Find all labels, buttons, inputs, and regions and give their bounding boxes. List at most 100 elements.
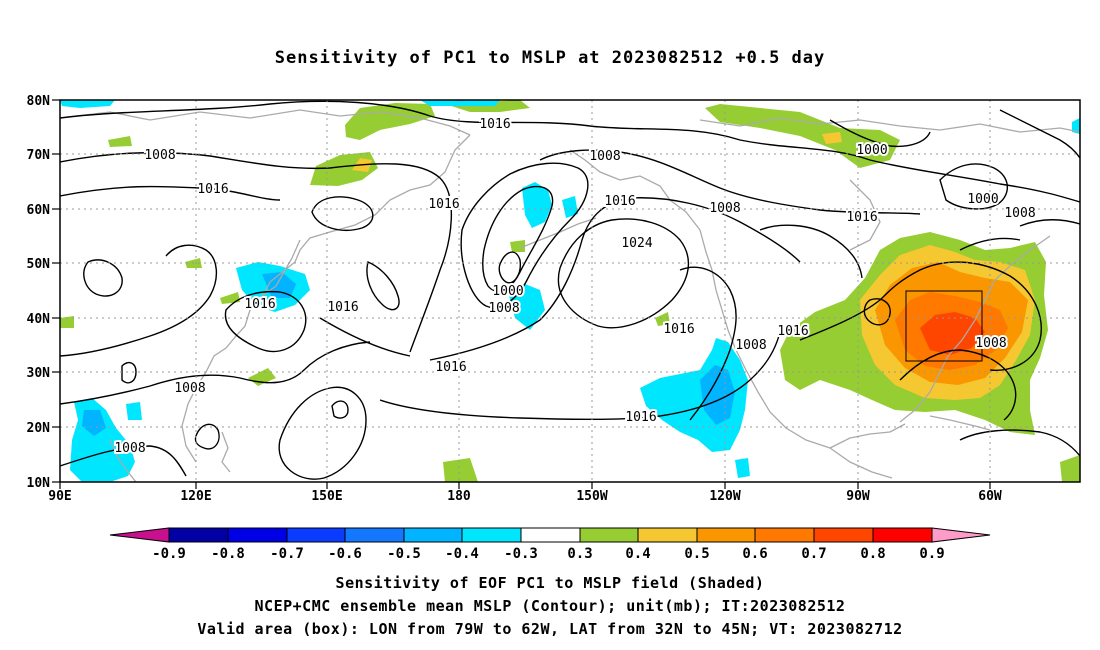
lat-label: 30N (27, 366, 51, 381)
mslp-contour (498, 251, 521, 284)
mslp-contour (60, 341, 371, 405)
shade-positive-patch (108, 136, 132, 147)
mslp-contour (759, 224, 863, 279)
lat-label: 20N (27, 421, 51, 436)
contour-label: 1008 (709, 201, 740, 216)
colorbar-label: 0.7 (801, 546, 826, 562)
lon-label: 120W (709, 489, 740, 504)
shade-negative-patch (420, 100, 500, 106)
coastlines (60, 109, 1080, 482)
mslp-contour (60, 151, 453, 353)
contour-label: 1016 (846, 210, 877, 225)
shade-positive-patch (443, 458, 478, 482)
contour-label: 1008 (975, 336, 1006, 351)
shade-positive-patch (705, 104, 900, 168)
mslp-contour (829, 119, 931, 148)
lon-label: 60W (978, 489, 1002, 504)
mslp-contour (311, 196, 374, 231)
shade-negative-patch (640, 338, 748, 452)
coastline-na-east (899, 235, 1051, 423)
coastline-gulf (829, 423, 906, 449)
coastline-japan (261, 239, 301, 297)
lat-label: 10N (27, 476, 51, 491)
colorbar-swatch (520, 527, 581, 543)
colorbar-swatch (813, 527, 874, 543)
contour-label: 1016 (625, 410, 656, 425)
shade-negative-mid (82, 410, 106, 436)
mslp-contour (60, 185, 281, 201)
shade-negative-patch (735, 458, 750, 478)
coastline-na-west (727, 329, 831, 449)
contour-label: 1008 (114, 441, 145, 456)
coastline-asia-east (181, 134, 471, 463)
colorbar-label: 0.9 (919, 546, 944, 562)
colorbar-label: -0.4 (445, 546, 479, 562)
mslp-contour (366, 261, 400, 311)
mslp-contour (60, 100, 1080, 203)
lon-label: 180 (447, 489, 471, 504)
coastline-aleutians (519, 217, 597, 249)
contour-label: 1008 (488, 301, 519, 316)
colorbar-label: 0.4 (625, 546, 650, 562)
shade-negative-patch (1072, 118, 1080, 134)
mslp-contour (194, 423, 220, 450)
mslp-contour (959, 429, 1080, 457)
shade-positive-patch (220, 292, 240, 304)
contour-label: 1008 (735, 338, 766, 353)
contour-label: 1008 (174, 381, 205, 396)
mslp-contour (1019, 219, 1080, 227)
shade-positive-patch (345, 103, 435, 140)
contour-label: 1008 (589, 149, 620, 164)
mslp-contour (224, 290, 307, 353)
shade-positive-patch (60, 316, 74, 328)
lon-label: 90W (846, 489, 870, 504)
lon-label: 150W (576, 489, 607, 504)
lon-label: 90E (48, 489, 71, 504)
map-title: Sensitivity of PC1 to MSLP at 2023082512… (274, 48, 826, 68)
coastline-central-america (829, 447, 893, 479)
colorbar-swatch (403, 527, 463, 543)
colorbar-label: 0.3 (567, 546, 592, 562)
coastline-asia-north (60, 109, 471, 136)
contour-label: 1016 (428, 197, 459, 212)
mslp-contour (557, 218, 690, 329)
valid-area-box (905, 290, 983, 362)
caption-shading: Sensitivity of EOF PC1 to MSLP field (Sh… (335, 574, 765, 592)
mslp-contour (863, 298, 891, 326)
coastline-indochina (109, 439, 137, 482)
shade-positive-patch (822, 132, 842, 144)
contour-label: 1008 (1004, 206, 1035, 221)
colorbar-label: -0.3 (504, 546, 538, 562)
mslp-contour (60, 445, 187, 477)
mslp-contour (999, 109, 1080, 159)
lon-label: 150E (311, 489, 342, 504)
shade-positive-patch (1060, 455, 1080, 482)
coastline-alaska (569, 149, 729, 331)
lon-label: 120E (180, 489, 211, 504)
mslp-contour (429, 197, 801, 361)
colorbar-label: -0.7 (270, 546, 304, 562)
colorbar-label: -0.8 (211, 546, 245, 562)
mslp-contour (379, 331, 781, 421)
shade-positive-patch (510, 240, 525, 252)
mslp-contour (331, 400, 349, 419)
coastline-cuba (929, 415, 991, 431)
mslp-contour (278, 386, 367, 480)
coastline-philippines (221, 431, 231, 473)
colorbar-label: -0.6 (328, 546, 362, 562)
contour-label: 1016 (479, 117, 510, 132)
caption-valid-area: Valid area (box): LON from 79W to 62W, L… (197, 620, 903, 638)
contour-label: 1000 (967, 192, 998, 207)
colorbar-label: 0.5 (684, 546, 709, 562)
contour-label: 1016 (663, 322, 694, 337)
colorbar-swatch (872, 527, 933, 543)
contour-label: 1016 (244, 297, 275, 312)
shade-positive-patch (655, 312, 670, 326)
lat-label: 80N (27, 94, 51, 109)
shade-negative-patch (522, 182, 552, 228)
coastline-arctic-na (699, 117, 1080, 133)
colorbar-swatch (286, 527, 346, 543)
lat-label: 50N (27, 257, 51, 272)
lat-label: 70N (27, 148, 51, 163)
